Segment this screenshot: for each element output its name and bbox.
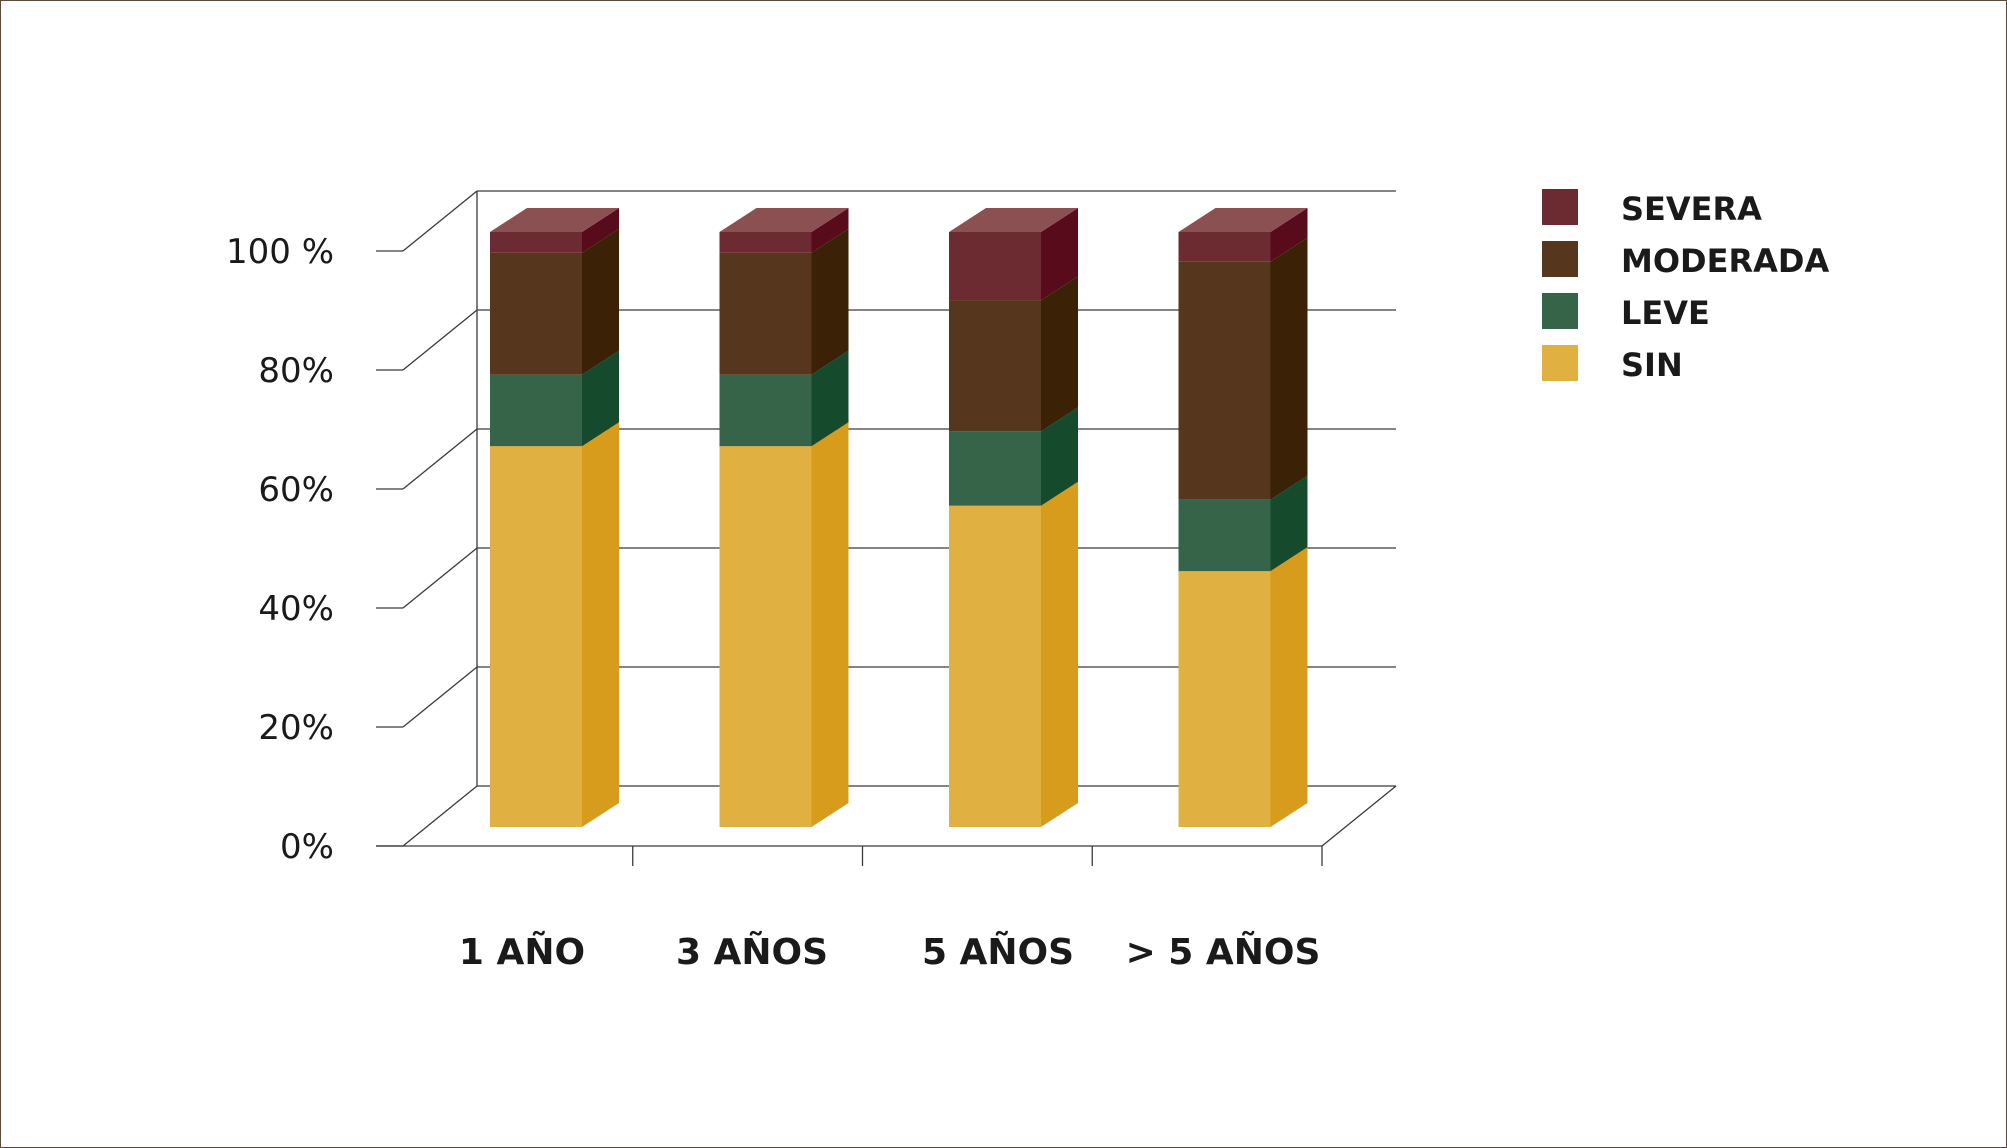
bar-side-sin [1270, 547, 1308, 827]
bar-segment-sin [1178, 571, 1271, 827]
y-tick-labels: 0% 20% 40% 60% 80% 100 % [226, 232, 334, 867]
floor-right-edge [1321, 785, 1397, 847]
bar-segment-severa [719, 232, 812, 253]
bar-top-severa [949, 208, 1078, 232]
legend-swatch-severa [1542, 189, 1578, 225]
bar-segment-leve [1178, 499, 1271, 572]
bar-side-leve [1270, 475, 1308, 572]
x-category-label: 1 AÑO [459, 931, 585, 973]
bar-top-severa [1178, 208, 1308, 232]
bar-side-leve [1041, 407, 1078, 506]
bars [490, 208, 1308, 827]
bar-segment-severa [949, 232, 1041, 301]
bar-side-moderada [1270, 237, 1308, 500]
x-category-label: 5 AÑOS [922, 931, 1074, 973]
bar-side-severa [1041, 208, 1078, 301]
y-tick-label: 80% [258, 351, 334, 391]
bar-top-severa [490, 208, 619, 232]
legend-swatch-moderada [1542, 241, 1578, 277]
x-category-labels: 1 AÑO 3 AÑOS 5 AÑOS > 5 AÑOS [459, 931, 1321, 973]
bar-segment-sin [719, 446, 812, 827]
gridline-side [402, 547, 478, 609]
legend-label-leve: LEVE [1621, 294, 1710, 332]
y-tick-label: 40% [258, 589, 334, 629]
bar-side-sin [582, 422, 619, 827]
bar-segment-severa [490, 232, 582, 253]
bar-segment-moderada [949, 300, 1041, 432]
gridline-side [402, 309, 478, 371]
bar-segment-leve [719, 374, 812, 447]
x-category-label: > 5 AÑOS [1126, 931, 1321, 973]
bar-segment-leve [490, 374, 582, 447]
bar-side-severa [811, 208, 849, 253]
bar-segment-moderada [1178, 261, 1271, 500]
bar-side-moderada [811, 228, 849, 375]
axes [376, 191, 1397, 866]
bar-segment-sin [490, 446, 582, 827]
legend: SEVERA MODERADA LEVE SIN [1542, 189, 1829, 384]
gridline-side [402, 190, 478, 252]
gridline-side [402, 785, 478, 847]
y-tick-label: 20% [258, 708, 334, 748]
bar-side-sin [811, 422, 849, 827]
bar-side-severa [582, 208, 619, 253]
bar-side-moderada [582, 228, 619, 375]
gridline-side [402, 666, 478, 728]
bar-top-severa [719, 208, 849, 232]
bar-side-sin [1041, 481, 1078, 827]
gridline-side [402, 428, 478, 490]
bar-segment-moderada [490, 252, 582, 375]
bar-side-moderada [1041, 276, 1078, 432]
bar-segment-leve [949, 431, 1041, 506]
legend-label-sin: SIN [1621, 346, 1683, 384]
bar-segment-severa [1178, 232, 1271, 262]
y-tick-label: 100 % [226, 232, 334, 272]
bar-side-leve [582, 350, 619, 447]
bar-segment-moderada [719, 252, 812, 375]
legend-swatch-leve [1542, 293, 1578, 329]
bar-segment-sin [949, 505, 1041, 827]
y-tick-label: 0% [280, 827, 334, 867]
legend-label-moderada: MODERADA [1621, 242, 1829, 280]
legend-label-severa: SEVERA [1621, 190, 1762, 228]
x-category-label: 3 AÑOS [676, 931, 828, 973]
bar-side-leve [811, 350, 849, 447]
legend-swatch-sin [1542, 345, 1578, 381]
bar-side-severa [1270, 208, 1308, 262]
y-tick-label: 60% [258, 470, 334, 510]
